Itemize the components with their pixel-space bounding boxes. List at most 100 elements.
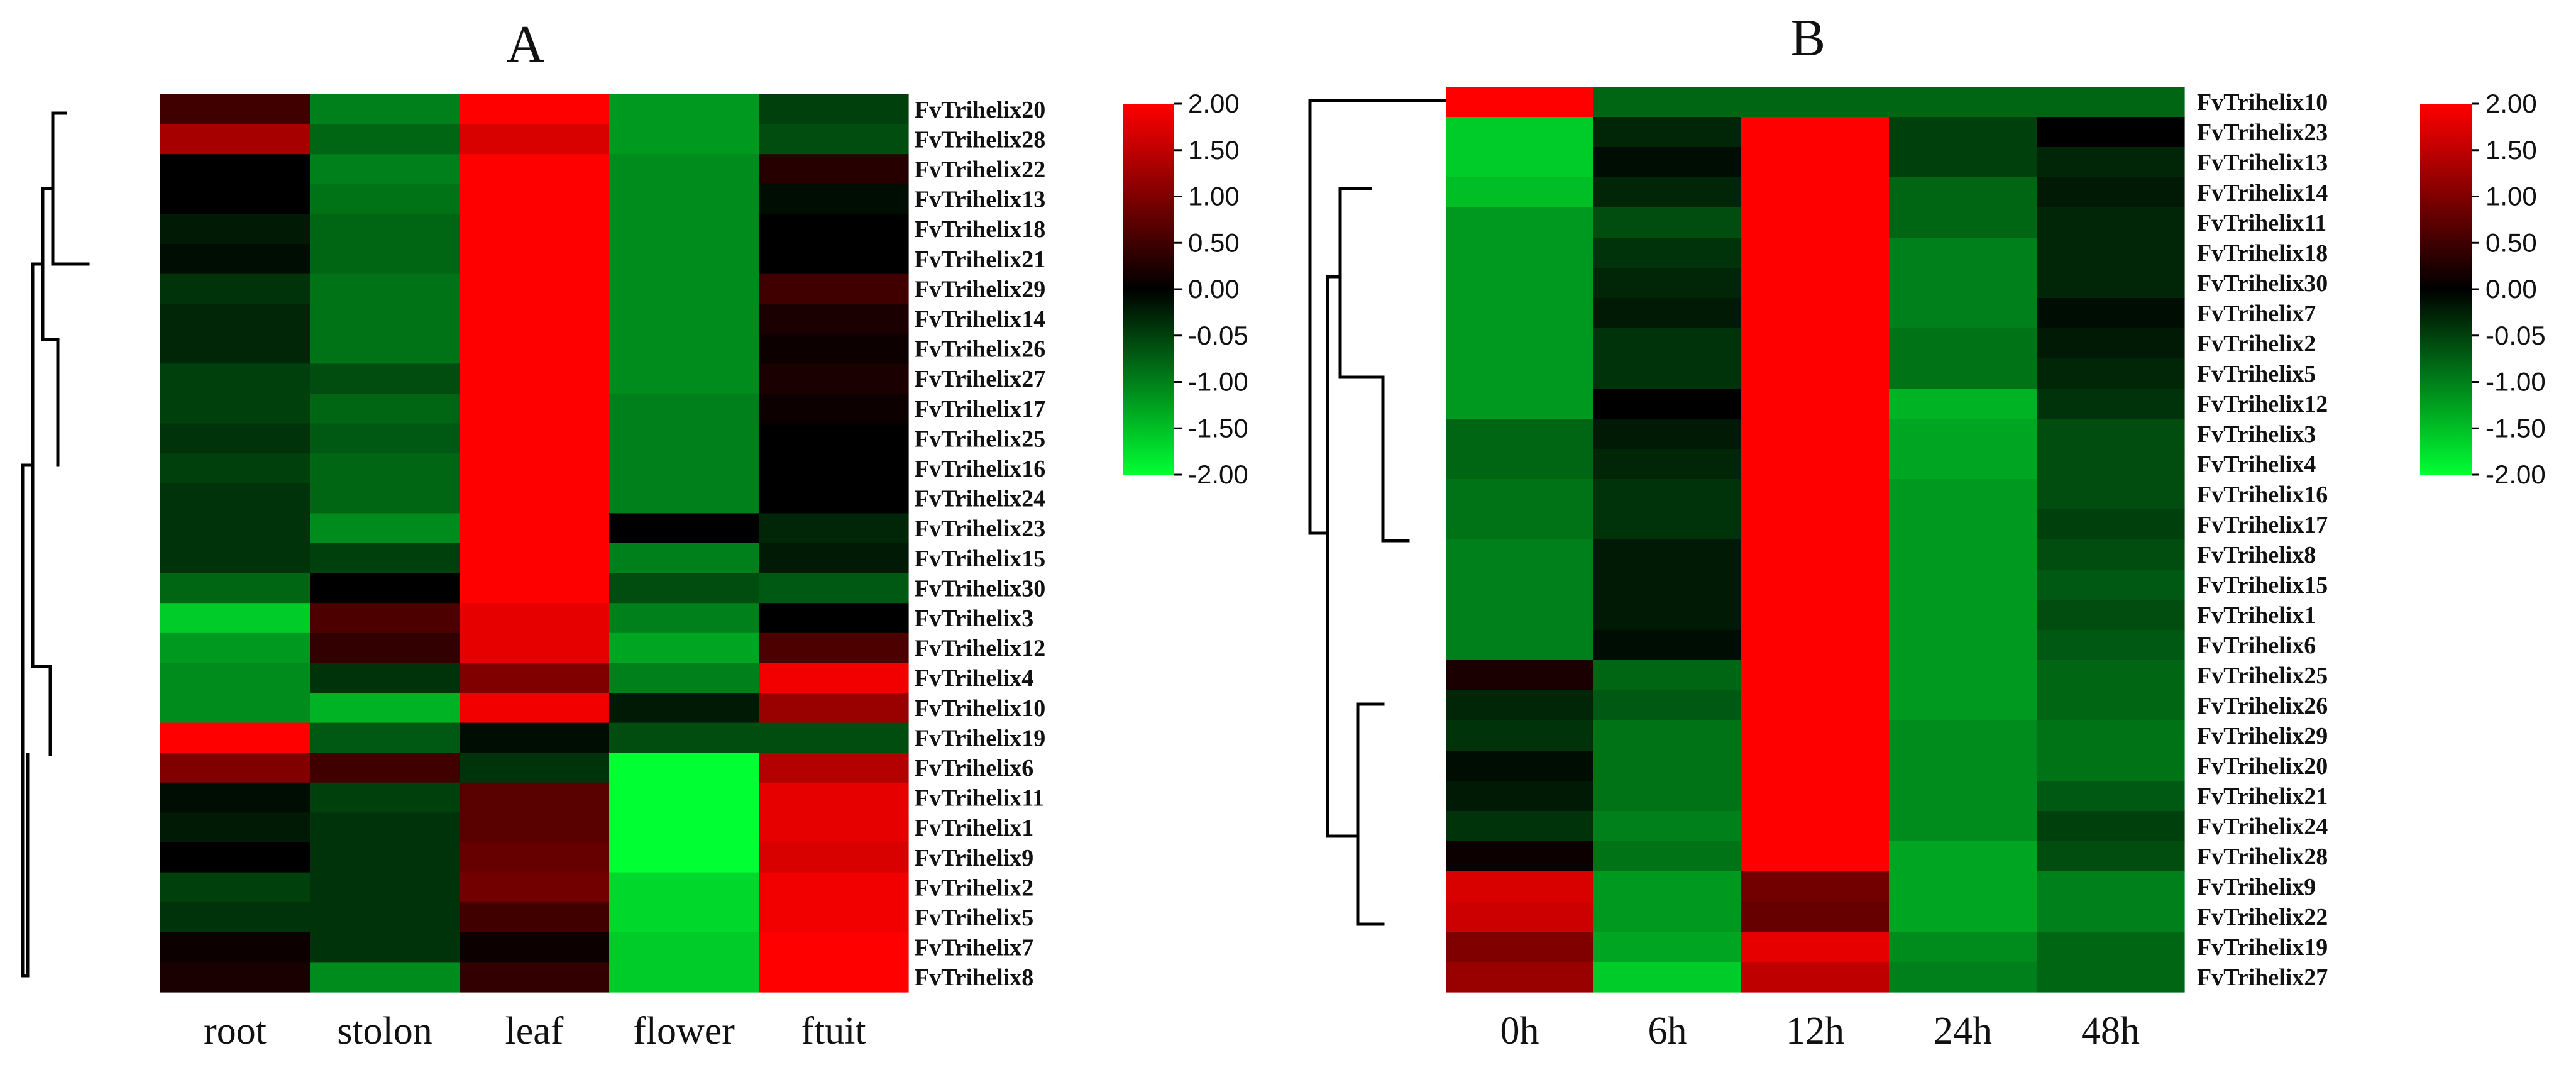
heatmap-cell <box>759 573 909 604</box>
heatmap-cell <box>609 842 759 873</box>
legend-tick-label: -2.00 <box>2485 460 2546 489</box>
heatmap-cell <box>1593 962 1742 993</box>
row-label: FvTrihelix19 <box>915 725 1045 751</box>
heatmap-cell <box>460 124 610 155</box>
heatmap-cell <box>1741 207 1890 238</box>
heatmap-cell <box>609 932 759 963</box>
row-label: FvTrihelix7 <box>915 935 1033 961</box>
heatmap-cell <box>160 962 311 993</box>
heatmap-cell <box>1889 630 2037 661</box>
row-label: FvTrihelix8 <box>915 964 1033 991</box>
heatmap-cell <box>1446 539 1594 570</box>
heatmap-cell <box>1741 962 1890 993</box>
row-label: FvTrihelix5 <box>2197 361 2316 387</box>
heatmap-cell <box>310 363 460 394</box>
heatmap-cell <box>310 513 460 544</box>
heatmap-cell <box>1741 751 1890 781</box>
row-label: FvTrihelix20 <box>915 97 1045 123</box>
heatmap-cell <box>460 693 610 724</box>
row-label: FvTrihelix24 <box>915 486 1045 512</box>
row-label: FvTrihelix21 <box>915 246 1045 273</box>
heatmap-cell <box>609 573 759 604</box>
legend-color-bar <box>1123 104 1174 475</box>
heatmap-cell <box>2037 871 2185 902</box>
heatmap-cell <box>1889 268 2037 299</box>
heatmap-cell <box>160 214 311 245</box>
heatmap-cell <box>2037 87 2185 118</box>
heatmap-cell <box>609 513 759 544</box>
row-label: FvTrihelix19 <box>2197 934 2328 961</box>
heatmap-cell <box>160 693 311 724</box>
row-label: FvTrihelix20 <box>2197 753 2328 780</box>
heatmap-cell <box>460 573 610 604</box>
heatmap-cell <box>1741 570 1890 600</box>
heatmap-cell <box>2037 449 2185 480</box>
row-label: FvTrihelix17 <box>915 396 1045 422</box>
heatmap-cell <box>460 273 610 304</box>
legend-tick-label: -0.05 <box>2485 321 2546 350</box>
heatmap-cell <box>1889 328 2037 359</box>
heatmap-cell <box>2037 117 2185 148</box>
row-label: FvTrihelix18 <box>915 216 1045 243</box>
row-label: FvTrihelix16 <box>915 456 1045 482</box>
row-label: FvTrihelix15 <box>2197 572 2328 599</box>
heatmap-cell <box>2037 630 2185 661</box>
heatmap-cell <box>759 214 909 245</box>
heatmap-cell <box>1741 268 1890 299</box>
row-label: FvTrihelix6 <box>2197 632 2316 659</box>
row-label: FvTrihelix23 <box>915 516 1045 542</box>
column-label: 24h <box>1934 1010 1992 1052</box>
heatmap-cell <box>1741 841 1890 872</box>
row-label: FvTrihelix3 <box>915 605 1033 632</box>
heatmap-cell <box>759 902 909 933</box>
row-label: FvTrihelix13 <box>2197 150 2328 176</box>
heatmap-cell <box>759 124 909 155</box>
heatmap-cell <box>1889 660 2037 691</box>
heatmap-cell <box>1741 509 1890 540</box>
row-label: FvTrihelix30 <box>2197 270 2328 297</box>
heatmap-panel-b: B FvTrihelix10FvTrihelix23FvTrihelix13Fv… <box>1308 9 2546 1052</box>
panel-title-a: A <box>507 15 545 74</box>
heatmap-cell <box>1741 720 1890 751</box>
heatmap-cell <box>1446 87 1594 118</box>
row-label: FvTrihelix7 <box>2197 301 2316 327</box>
heatmap-cell <box>609 902 759 933</box>
heatmap-cell <box>460 333 610 364</box>
heatmap-cell <box>1593 811 1742 842</box>
legend-tick-label: 2.00 <box>1188 89 1240 118</box>
legend-tick-label: -0.05 <box>1188 321 1248 350</box>
heatmap-cell <box>160 423 311 454</box>
row-label: FvTrihelix9 <box>915 845 1033 871</box>
heatmap-cell <box>1593 268 1742 299</box>
dendrogram-b <box>1308 99 1448 926</box>
heatmap-cell <box>2037 811 2185 842</box>
heatmap-cell <box>1593 147 1742 178</box>
heatmap-cell <box>310 932 460 963</box>
heatmap-cell <box>460 244 610 275</box>
heatmap-cell <box>1741 479 1890 510</box>
column-label: 48h <box>2081 1010 2140 1052</box>
color-legend-b: 2.00 1.50 1.00 0.50 0.00 -0.05 -1.00 -1.50 -2.00 <box>2420 89 2546 489</box>
heatmap-cell <box>759 244 909 275</box>
heatmap-cell <box>310 483 460 514</box>
heatmap-cell <box>310 124 460 155</box>
heatmap-cell <box>1889 751 2037 781</box>
heatmap-cell <box>1446 902 1594 932</box>
heatmap-cell <box>1593 781 1742 812</box>
heatmap-cell <box>2037 358 2185 389</box>
heatmap-cell <box>1446 358 1594 389</box>
panel-title-b: B <box>1790 9 1825 67</box>
heatmap-cell <box>609 753 759 783</box>
heatmap-cell <box>1741 358 1890 389</box>
heatmap-cell <box>160 902 311 933</box>
row-label: FvTrihelix1 <box>915 815 1033 841</box>
heatmap-cell <box>759 603 909 634</box>
heatmap-cell <box>2037 268 2185 299</box>
heatmap-cell <box>310 184 460 214</box>
heatmap-cell <box>609 154 759 185</box>
heatmap-cell <box>1446 268 1594 299</box>
heatmap-cell <box>1741 87 1890 118</box>
heatmap-cell <box>1446 871 1594 902</box>
heatmap-cell <box>1889 841 2037 872</box>
heatmap-cell <box>609 483 759 514</box>
